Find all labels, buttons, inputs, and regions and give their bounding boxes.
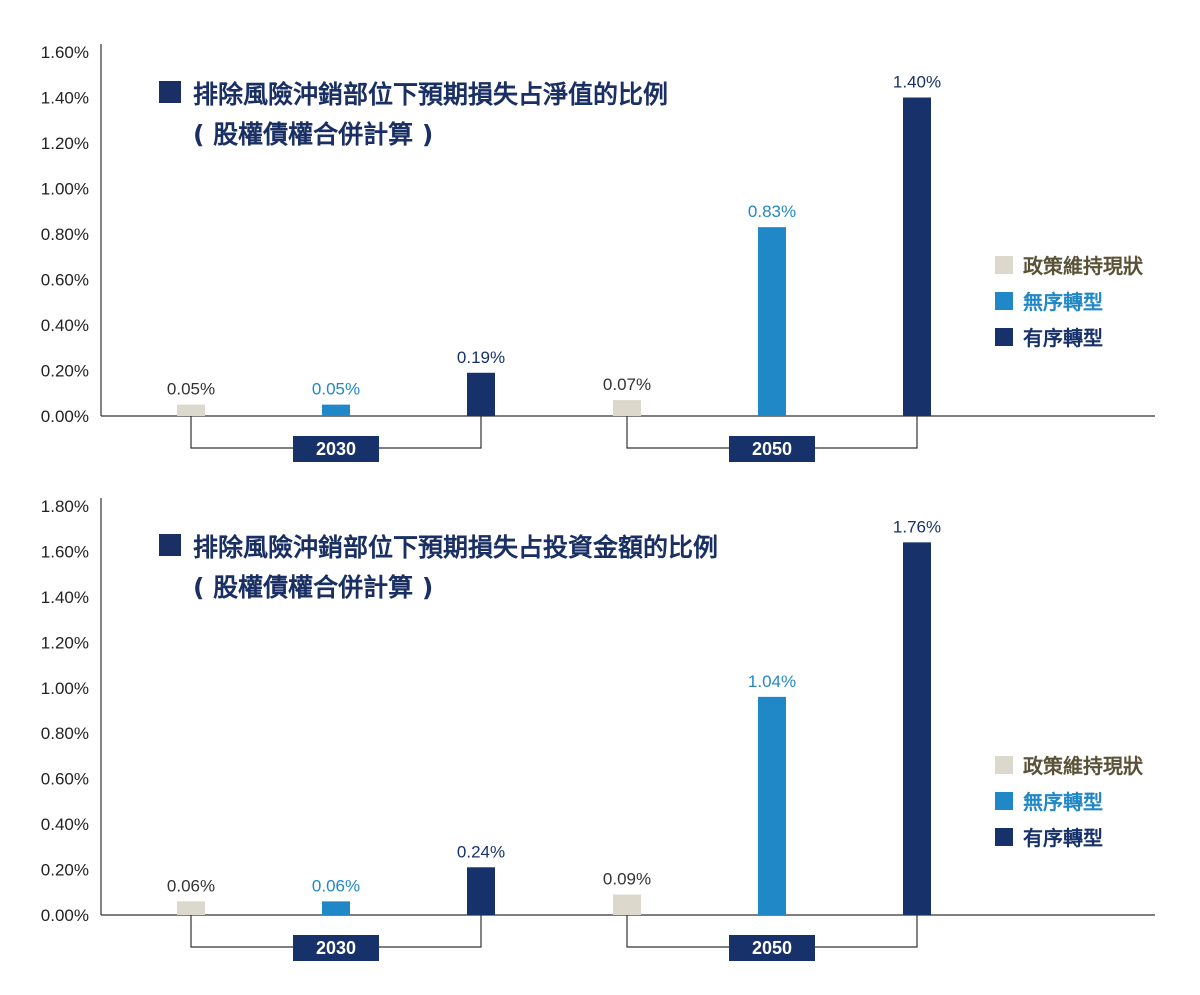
data-label: 0.24%	[457, 842, 505, 861]
title-marker-icon	[159, 534, 181, 556]
bar-status_quo-2050	[613, 894, 641, 915]
y-tick-label: 0.20%	[41, 362, 89, 381]
bar-status_quo-2030	[177, 901, 205, 915]
y-tick-label: 1.60%	[41, 43, 89, 62]
group-label-box	[729, 436, 815, 462]
legend-swatch-status_quo	[995, 756, 1013, 774]
data-label: 0.83%	[748, 202, 796, 221]
legend-label-status_quo: 政策維持現狀	[1023, 254, 1144, 278]
y-tick-label: 1.20%	[41, 134, 89, 153]
legend-swatch-status_quo	[995, 256, 1013, 274]
y-tick-label: 1.40%	[41, 89, 89, 108]
legend-label-status_quo: 政策維持現狀	[1023, 754, 1144, 778]
y-tick-label: 1.40%	[41, 588, 89, 607]
y-tick-label: 0.00%	[41, 906, 89, 925]
legend-swatch-orderly	[995, 328, 1013, 346]
y-tick-label: 0.40%	[41, 815, 89, 834]
legend-swatch-disorderly	[995, 292, 1013, 310]
group-label: 2050	[752, 938, 792, 958]
title-marker-icon	[159, 81, 181, 103]
group-label: 2030	[316, 938, 356, 958]
y-tick-label: 1.00%	[41, 180, 89, 199]
bar-status_quo-2030	[177, 404, 205, 416]
bar-status_quo-2050	[613, 400, 641, 416]
y-tick-label: 0.60%	[41, 271, 89, 290]
y-tick-label: 0.60%	[41, 770, 89, 789]
legend-label-orderly: 有序轉型	[1023, 326, 1103, 350]
bar-orderly-2030	[467, 867, 495, 915]
data-label: 0.06%	[312, 876, 360, 895]
chart-title: 排除風險沖銷部位下預期損失占投資金額的比例	[193, 533, 718, 562]
data-label: 1.40%	[893, 73, 941, 92]
bar-disorderly-2030	[322, 901, 350, 915]
group-label: 2030	[316, 439, 356, 459]
bar-orderly-2050	[903, 542, 931, 915]
group-label-box	[293, 436, 379, 462]
group-label-box	[729, 935, 815, 961]
legend-label-orderly: 有序轉型	[1023, 826, 1103, 850]
y-tick-label: 0.20%	[41, 861, 89, 880]
data-label: 0.19%	[457, 348, 505, 367]
data-label: 0.09%	[603, 870, 651, 889]
legend-label-disorderly: 無序轉型	[1023, 790, 1103, 814]
data-label: 1.04%	[748, 672, 796, 691]
legend-swatch-orderly	[995, 828, 1013, 846]
y-tick-label: 0.00%	[41, 407, 89, 426]
data-label: 0.07%	[603, 375, 651, 394]
chart-panel-1: 0.00% 0.20% 0.40% 0.60% 0.80% 1.00% 1.20% 1.40%…	[41, 43, 1155, 462]
group-label-box	[293, 935, 379, 961]
group-label: 2050	[752, 439, 792, 459]
legend-label-disorderly: 無序轉型	[1023, 290, 1103, 314]
bar-orderly-2050	[903, 97, 931, 416]
bar-disorderly-2050	[758, 227, 786, 416]
bar-disorderly-2050	[758, 696, 786, 915]
chart-panel-2: 0.00% 0.20% 0.40% 0.60% 0.80% 1.00% 1.20% 1.40%…	[41, 497, 1155, 961]
chart-title: 排除風險沖銷部位下預期損失占淨值的比例	[193, 80, 668, 109]
data-label: 0.05%	[167, 380, 215, 399]
y-tick-label: 1.20%	[41, 633, 89, 652]
y-tick-label: 1.60%	[41, 542, 89, 561]
data-label: 0.06%	[167, 876, 215, 895]
bar-orderly-2030	[467, 372, 495, 416]
legend-swatch-disorderly	[995, 792, 1013, 810]
y-tick-label: 0.80%	[41, 225, 89, 244]
chart-subtitle: ( 股權債權合併計算 )	[193, 573, 433, 602]
bar-disorderly-2030	[322, 404, 350, 416]
y-tick-label: 0.40%	[41, 316, 89, 335]
y-tick-label: 1.00%	[41, 679, 89, 698]
y-tick-label: 0.80%	[41, 724, 89, 743]
data-label: 1.76%	[893, 517, 941, 536]
y-tick-label: 1.80%	[41, 497, 89, 516]
data-label: 0.05%	[312, 380, 360, 399]
chart-subtitle: ( 股權債權合併計算 )	[193, 120, 433, 149]
